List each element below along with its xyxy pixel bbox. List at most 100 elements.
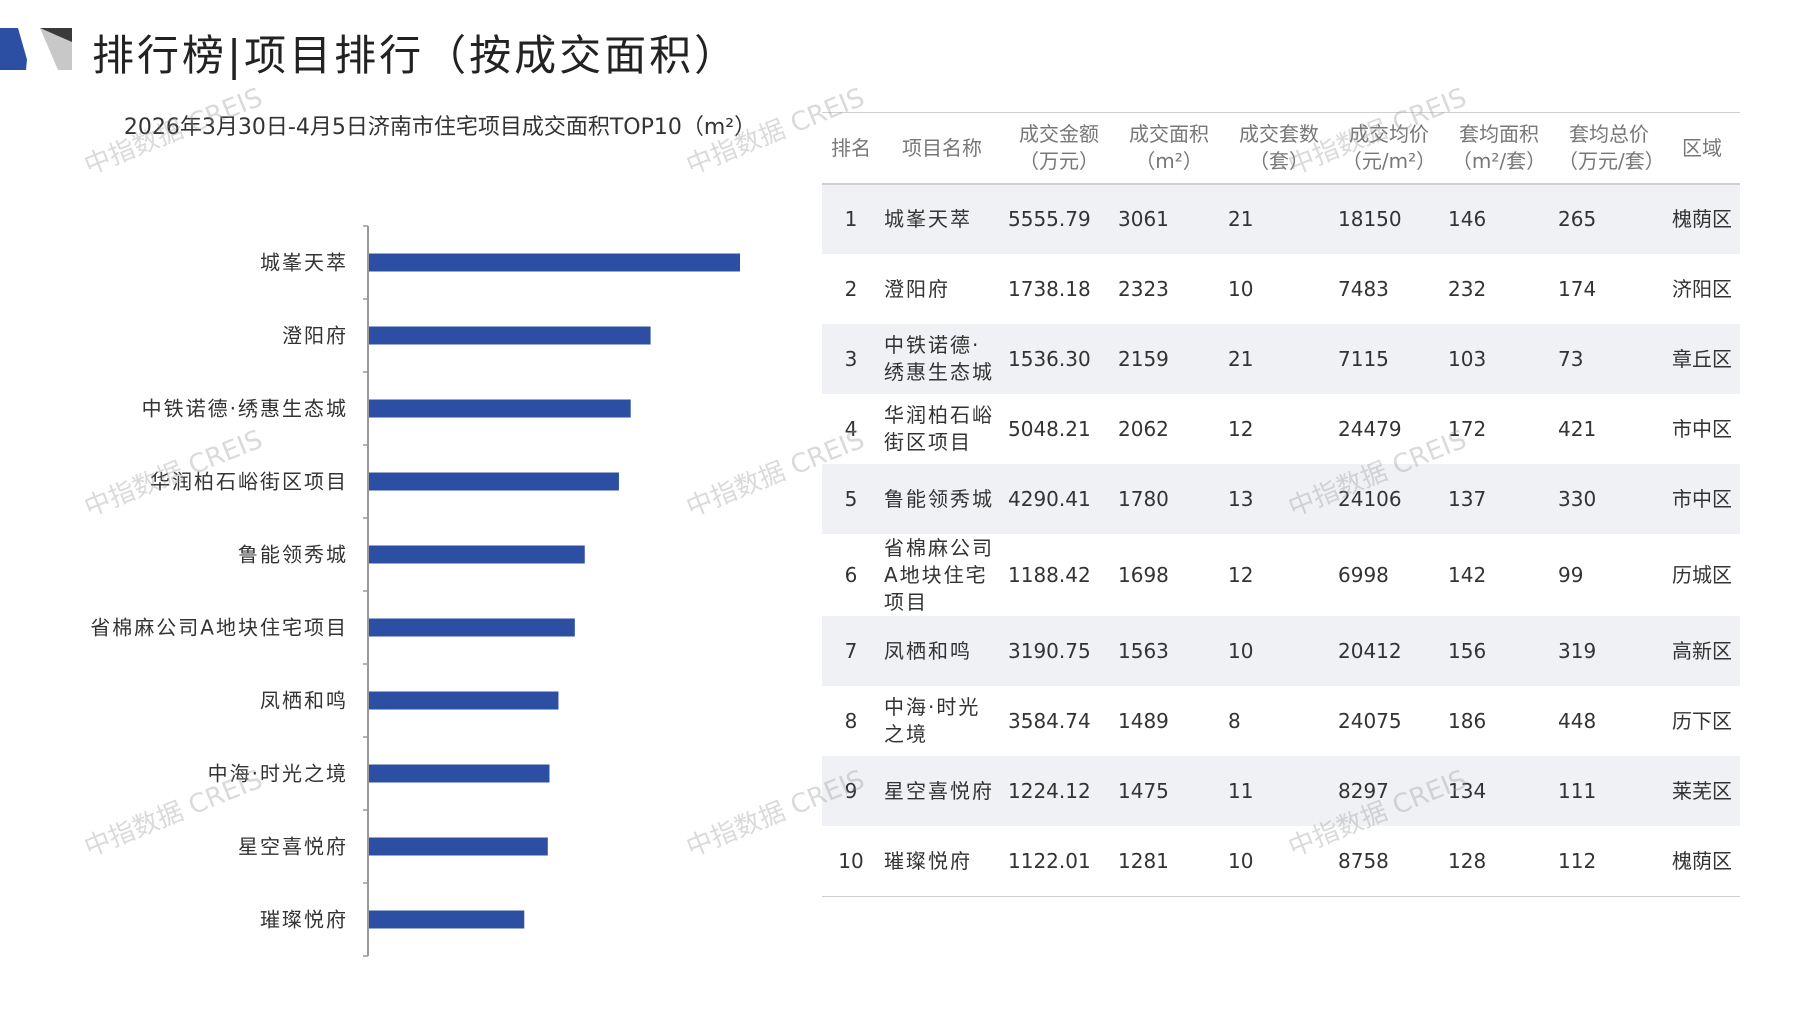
table-cell: 142 xyxy=(1448,562,1487,587)
table-cell: 1224.12 xyxy=(1008,778,1091,803)
table-cell: 20412 xyxy=(1338,638,1402,663)
table-cell: 186 xyxy=(1448,708,1487,733)
table-cell: 3 xyxy=(844,346,858,371)
table-cell: 134 xyxy=(1448,778,1487,803)
table-cell: 12 xyxy=(1228,562,1254,587)
table-header-cell: 成交均价 （元/m²） xyxy=(1334,113,1444,185)
table-header-row: 排名 项目名称 成交金额 （万元） 成交面积 （m²） 成交套数 （套） 成交均价 （元/… xyxy=(822,113,1740,185)
table-cell: 1536.30 xyxy=(1008,346,1091,371)
category-label: 鲁能领秀城 xyxy=(238,543,348,567)
table-cell: 1 xyxy=(844,207,858,231)
table-header-cell: 项目名称 xyxy=(880,113,1004,185)
table-row: 10 璀璨悦府 1122.01 1281 10 8758 128 112 槐荫区 xyxy=(822,826,1740,896)
table-header-cell: 成交面积 （m²） xyxy=(1114,113,1224,185)
table-cell: 7 xyxy=(844,638,858,663)
table-cell: 3190.75 xyxy=(1008,638,1091,663)
table-cell: 111 xyxy=(1558,778,1597,803)
bar xyxy=(369,764,550,783)
table-cell: 1489 xyxy=(1118,708,1169,733)
table-cell: 星空喜悦府 xyxy=(884,778,994,803)
bar xyxy=(369,691,559,710)
table-cell: 174 xyxy=(1558,276,1597,301)
table-cell: 156 xyxy=(1448,638,1487,663)
table-row: 8 中海·时光之境 3584.74 1489 8 24075 186 448 历下区 xyxy=(822,686,1740,756)
table-header-cell: 成交套数 （套） xyxy=(1224,113,1334,185)
table-cell: 1475 xyxy=(1118,778,1169,803)
table-cell: 265 xyxy=(1558,207,1597,231)
table-row: 1 城峯天萃 5555.79 3061 21 18150 146 265 槐荫区 xyxy=(822,184,1740,254)
table-cell: 澄阳府 xyxy=(884,276,950,301)
table-cell: 172 xyxy=(1448,416,1487,441)
table-cell: 2 xyxy=(844,276,858,301)
bar xyxy=(369,253,741,272)
table-cell: 槐荫区 xyxy=(1672,207,1732,231)
table-cell: 24479 xyxy=(1338,416,1402,441)
table-cell: 1738.18 xyxy=(1008,276,1091,301)
table-cell: 7483 xyxy=(1338,276,1389,301)
table-row: 6 省棉麻公司A地块住宅项目 1188.42 1698 12 6998 142 99 历城区 xyxy=(822,534,1740,616)
bar xyxy=(369,910,525,929)
bar xyxy=(369,545,585,564)
table-cell: 137 xyxy=(1448,486,1487,511)
chart-title: 2026年3月30日-4月5日济南市住宅项目成交面积TOP10（m²） xyxy=(123,115,757,140)
bar xyxy=(369,472,619,491)
table-header-cell: 套均总价 （万元/套） xyxy=(1554,113,1665,185)
table-cell: 3061 xyxy=(1118,207,1169,231)
table-header-cell: 成交金额 （万元） xyxy=(1004,113,1114,185)
page-title: 排行榜|项目排行（按成交面积） xyxy=(92,31,740,80)
table-cell: 8758 xyxy=(1338,848,1389,873)
table-cell: 24106 xyxy=(1338,486,1402,511)
brand-logo-mark xyxy=(0,28,72,70)
table-cell: 10 xyxy=(1228,638,1254,663)
table-cell: 73 xyxy=(1558,346,1584,371)
table-cell: 璀璨悦府 xyxy=(884,848,972,873)
table-cell: 128 xyxy=(1448,848,1487,873)
table-cell: 112 xyxy=(1558,848,1597,873)
table-cell: 9 xyxy=(844,778,858,803)
table-cell: 330 xyxy=(1558,486,1597,511)
table-bottom-rule xyxy=(822,896,1740,897)
table-row: 5 鲁能领秀城 4290.41 1780 13 24106 137 330 市中区 xyxy=(822,464,1740,534)
table-cell: 4 xyxy=(844,416,858,441)
table-cell: 鲁能领秀城 xyxy=(884,486,994,511)
table-row: 4 华润柏石峪街区项目 5048.21 2062 12 24479 172 421 市中区 xyxy=(822,394,1740,464)
table-cell: 2323 xyxy=(1118,276,1169,301)
table-cell: 历城区 xyxy=(1672,562,1732,587)
table-cell: 高新区 xyxy=(1672,638,1732,663)
table-cell: 4290.41 xyxy=(1008,486,1091,511)
table-cell: 章丘区 xyxy=(1672,346,1732,371)
table-cell: 12 xyxy=(1228,416,1254,441)
table-cell: 10 xyxy=(838,848,864,873)
table-cell: 市中区 xyxy=(1672,486,1732,511)
table-cell: 448 xyxy=(1558,708,1597,733)
table-cell: 8 xyxy=(844,708,858,733)
ranking-table: 排名 项目名称 成交金额 （万元） 成交面积 （m²） 成交套数 （套） 成交均价 （元/… xyxy=(822,113,1740,896)
table-row: 7 凤栖和鸣 3190.75 1563 10 20412 156 319 高新区 xyxy=(822,616,1740,686)
bar xyxy=(369,326,651,345)
table-cell: 103 xyxy=(1448,346,1487,371)
table-cell: 99 xyxy=(1558,562,1584,587)
category-label: 璀璨悦府 xyxy=(260,908,348,932)
table-cell: 市中区 xyxy=(1672,416,1732,441)
table-cell: 1698 xyxy=(1118,562,1169,587)
table-cell: 421 xyxy=(1558,416,1597,441)
table-cell: 18150 xyxy=(1338,207,1402,231)
table-cell: 凤栖和鸣 xyxy=(884,638,972,663)
table-cell: 1780 xyxy=(1118,486,1169,511)
table-header-cell: 套均面积 （m²/套） xyxy=(1444,113,1554,185)
table-cell: 5555.79 xyxy=(1008,207,1091,231)
table-cell: 8297 xyxy=(1338,778,1389,803)
table-cell: 1122.01 xyxy=(1008,848,1091,873)
table-cell: 6998 xyxy=(1338,562,1389,587)
table-row: 2 澄阳府 1738.18 2323 10 7483 232 174 济阳区 xyxy=(822,254,1740,324)
table-cell: 济阳区 xyxy=(1672,276,1732,301)
table-cell: 13 xyxy=(1228,486,1254,511)
table-cell: 莱芜区 xyxy=(1672,778,1732,803)
table-cell: 1188.42 xyxy=(1008,562,1091,587)
bar xyxy=(369,399,631,418)
table-cell: 槐荫区 xyxy=(1672,848,1732,873)
table-header-cell: 排名 xyxy=(822,113,880,185)
table-cell: 7115 xyxy=(1338,346,1389,371)
table-cell: 319 xyxy=(1558,638,1597,663)
category-label: 中海·时光之境 xyxy=(208,762,348,786)
